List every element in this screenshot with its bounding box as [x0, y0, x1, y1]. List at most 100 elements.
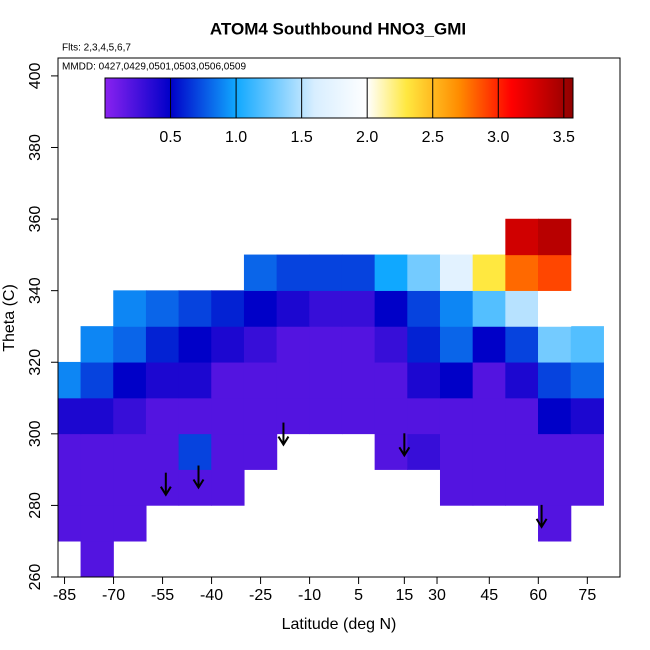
heatmap-cell — [211, 469, 245, 506]
y-axis-label: Theta (C) — [1, 284, 18, 352]
heatmap-cell — [538, 361, 572, 399]
heatmap-cell — [505, 290, 539, 327]
heatmap-cell — [439, 254, 474, 291]
annotation: MMDD: 0427,0429,0501,0503,0506,0509 — [62, 62, 246, 73]
heatmap-cell — [80, 505, 114, 542]
y-tick-label: 400 — [27, 62, 44, 89]
x-tick-label: 60 — [529, 587, 547, 604]
colorbar-tick-label: 2.5 — [422, 129, 444, 146]
arrow — [535, 504, 548, 529]
heatmap-cell — [407, 433, 441, 470]
heatmap-cell — [341, 254, 376, 291]
heatmap-cell — [211, 361, 245, 399]
heatmap-cell — [439, 326, 474, 363]
heatmap-cell — [58, 505, 82, 542]
heatmap-cell — [276, 290, 310, 327]
colorbar-tick-label: 1.5 — [291, 129, 313, 146]
y-tick-label: 340 — [27, 277, 44, 304]
heatmap-cell — [58, 433, 82, 470]
heatmap-cell — [439, 433, 474, 470]
heatmap-cell — [80, 433, 114, 470]
heatmap-cell — [439, 290, 474, 327]
heatmap-cell — [505, 218, 539, 256]
heatmap-cell — [570, 326, 604, 363]
heatmap-cell — [505, 326, 539, 363]
heatmap-cell — [538, 326, 572, 363]
heatmap-cell — [276, 361, 310, 399]
x-axis-label: Latitude (deg N) — [282, 616, 397, 633]
heatmap-cell — [570, 433, 604, 470]
heatmap-cell — [472, 361, 506, 399]
arrow-head — [159, 486, 172, 497]
heatmap-cell — [178, 361, 212, 399]
heatmap-cell — [341, 326, 376, 363]
heatmap-cell — [472, 433, 506, 470]
x-tick-label: -25 — [249, 587, 272, 604]
heatmap-cell — [80, 326, 114, 363]
plot-frame — [57, 57, 621, 578]
arrow — [159, 472, 172, 497]
heatmap-cell — [243, 397, 278, 435]
colorbar — [104, 77, 574, 119]
heatmap-cell — [211, 433, 245, 470]
heatmap-cell — [58, 469, 82, 506]
heatmap-cell — [211, 397, 245, 435]
heatmap-cell — [276, 326, 310, 363]
heatmap-cell — [309, 254, 343, 291]
colorbar-tick-label: 1.0 — [225, 129, 247, 146]
arrow-head — [398, 446, 411, 458]
heatmap-cell — [113, 505, 147, 542]
heatmap-cell — [472, 326, 506, 363]
heatmap-cell — [472, 469, 506, 506]
colorbar-tick-label: 3.5 — [553, 129, 575, 146]
heatmap-cell — [145, 361, 180, 399]
heatmap-cell — [113, 326, 147, 363]
x-tick-label: -10 — [298, 587, 321, 604]
heatmap-cell — [309, 290, 343, 327]
heatmap-cell — [472, 397, 506, 435]
x-tick-label: -85 — [53, 587, 76, 604]
heatmap-cell — [113, 290, 147, 327]
heatmap-cell — [145, 469, 180, 506]
heatmap-cell — [80, 361, 114, 399]
heatmap-cell — [58, 361, 82, 399]
heatmap-cell — [407, 361, 441, 399]
heatmap-cell — [341, 361, 376, 399]
heatmap-cell — [505, 469, 539, 506]
colorbar-tick-label: 0.5 — [159, 129, 181, 146]
heatmap-cell — [538, 469, 572, 506]
heatmap-cell — [570, 469, 604, 506]
heatmap-cell — [145, 290, 180, 327]
heatmap-cell — [243, 433, 278, 470]
heatmap-cell — [439, 361, 474, 399]
heatmap-cell — [243, 290, 278, 327]
heatmap-cell — [472, 290, 506, 327]
heatmap-cell — [211, 290, 245, 327]
heatmap-cell — [309, 326, 343, 363]
heatmap-cell — [145, 397, 180, 435]
heatmap-cell — [113, 469, 147, 506]
heatmap-cell — [374, 397, 408, 435]
y-tick-label: 260 — [27, 564, 44, 591]
heatmap-cell — [538, 433, 572, 470]
heatmap — [58, 218, 604, 577]
heatmap-cell — [178, 433, 212, 470]
x-tick-label: -70 — [102, 587, 125, 604]
heatmap-cell — [309, 397, 343, 435]
heatmap-cell — [243, 326, 278, 363]
heatmap-cell — [276, 254, 310, 291]
heatmap-cell — [407, 326, 441, 363]
heatmap-cell — [439, 469, 474, 506]
heatmap-cell — [374, 254, 408, 291]
x-tick-label: 5 — [354, 587, 363, 604]
heatmap-cell — [341, 397, 376, 435]
heatmap-cell — [538, 397, 572, 435]
heatmap-cell — [145, 326, 180, 363]
heatmap-cell — [538, 254, 572, 291]
heatmap-cell — [570, 397, 604, 435]
heatmap-cell — [374, 326, 408, 363]
arrow — [277, 422, 290, 447]
arrow — [192, 465, 205, 490]
x-tick-label: 45 — [480, 587, 498, 604]
